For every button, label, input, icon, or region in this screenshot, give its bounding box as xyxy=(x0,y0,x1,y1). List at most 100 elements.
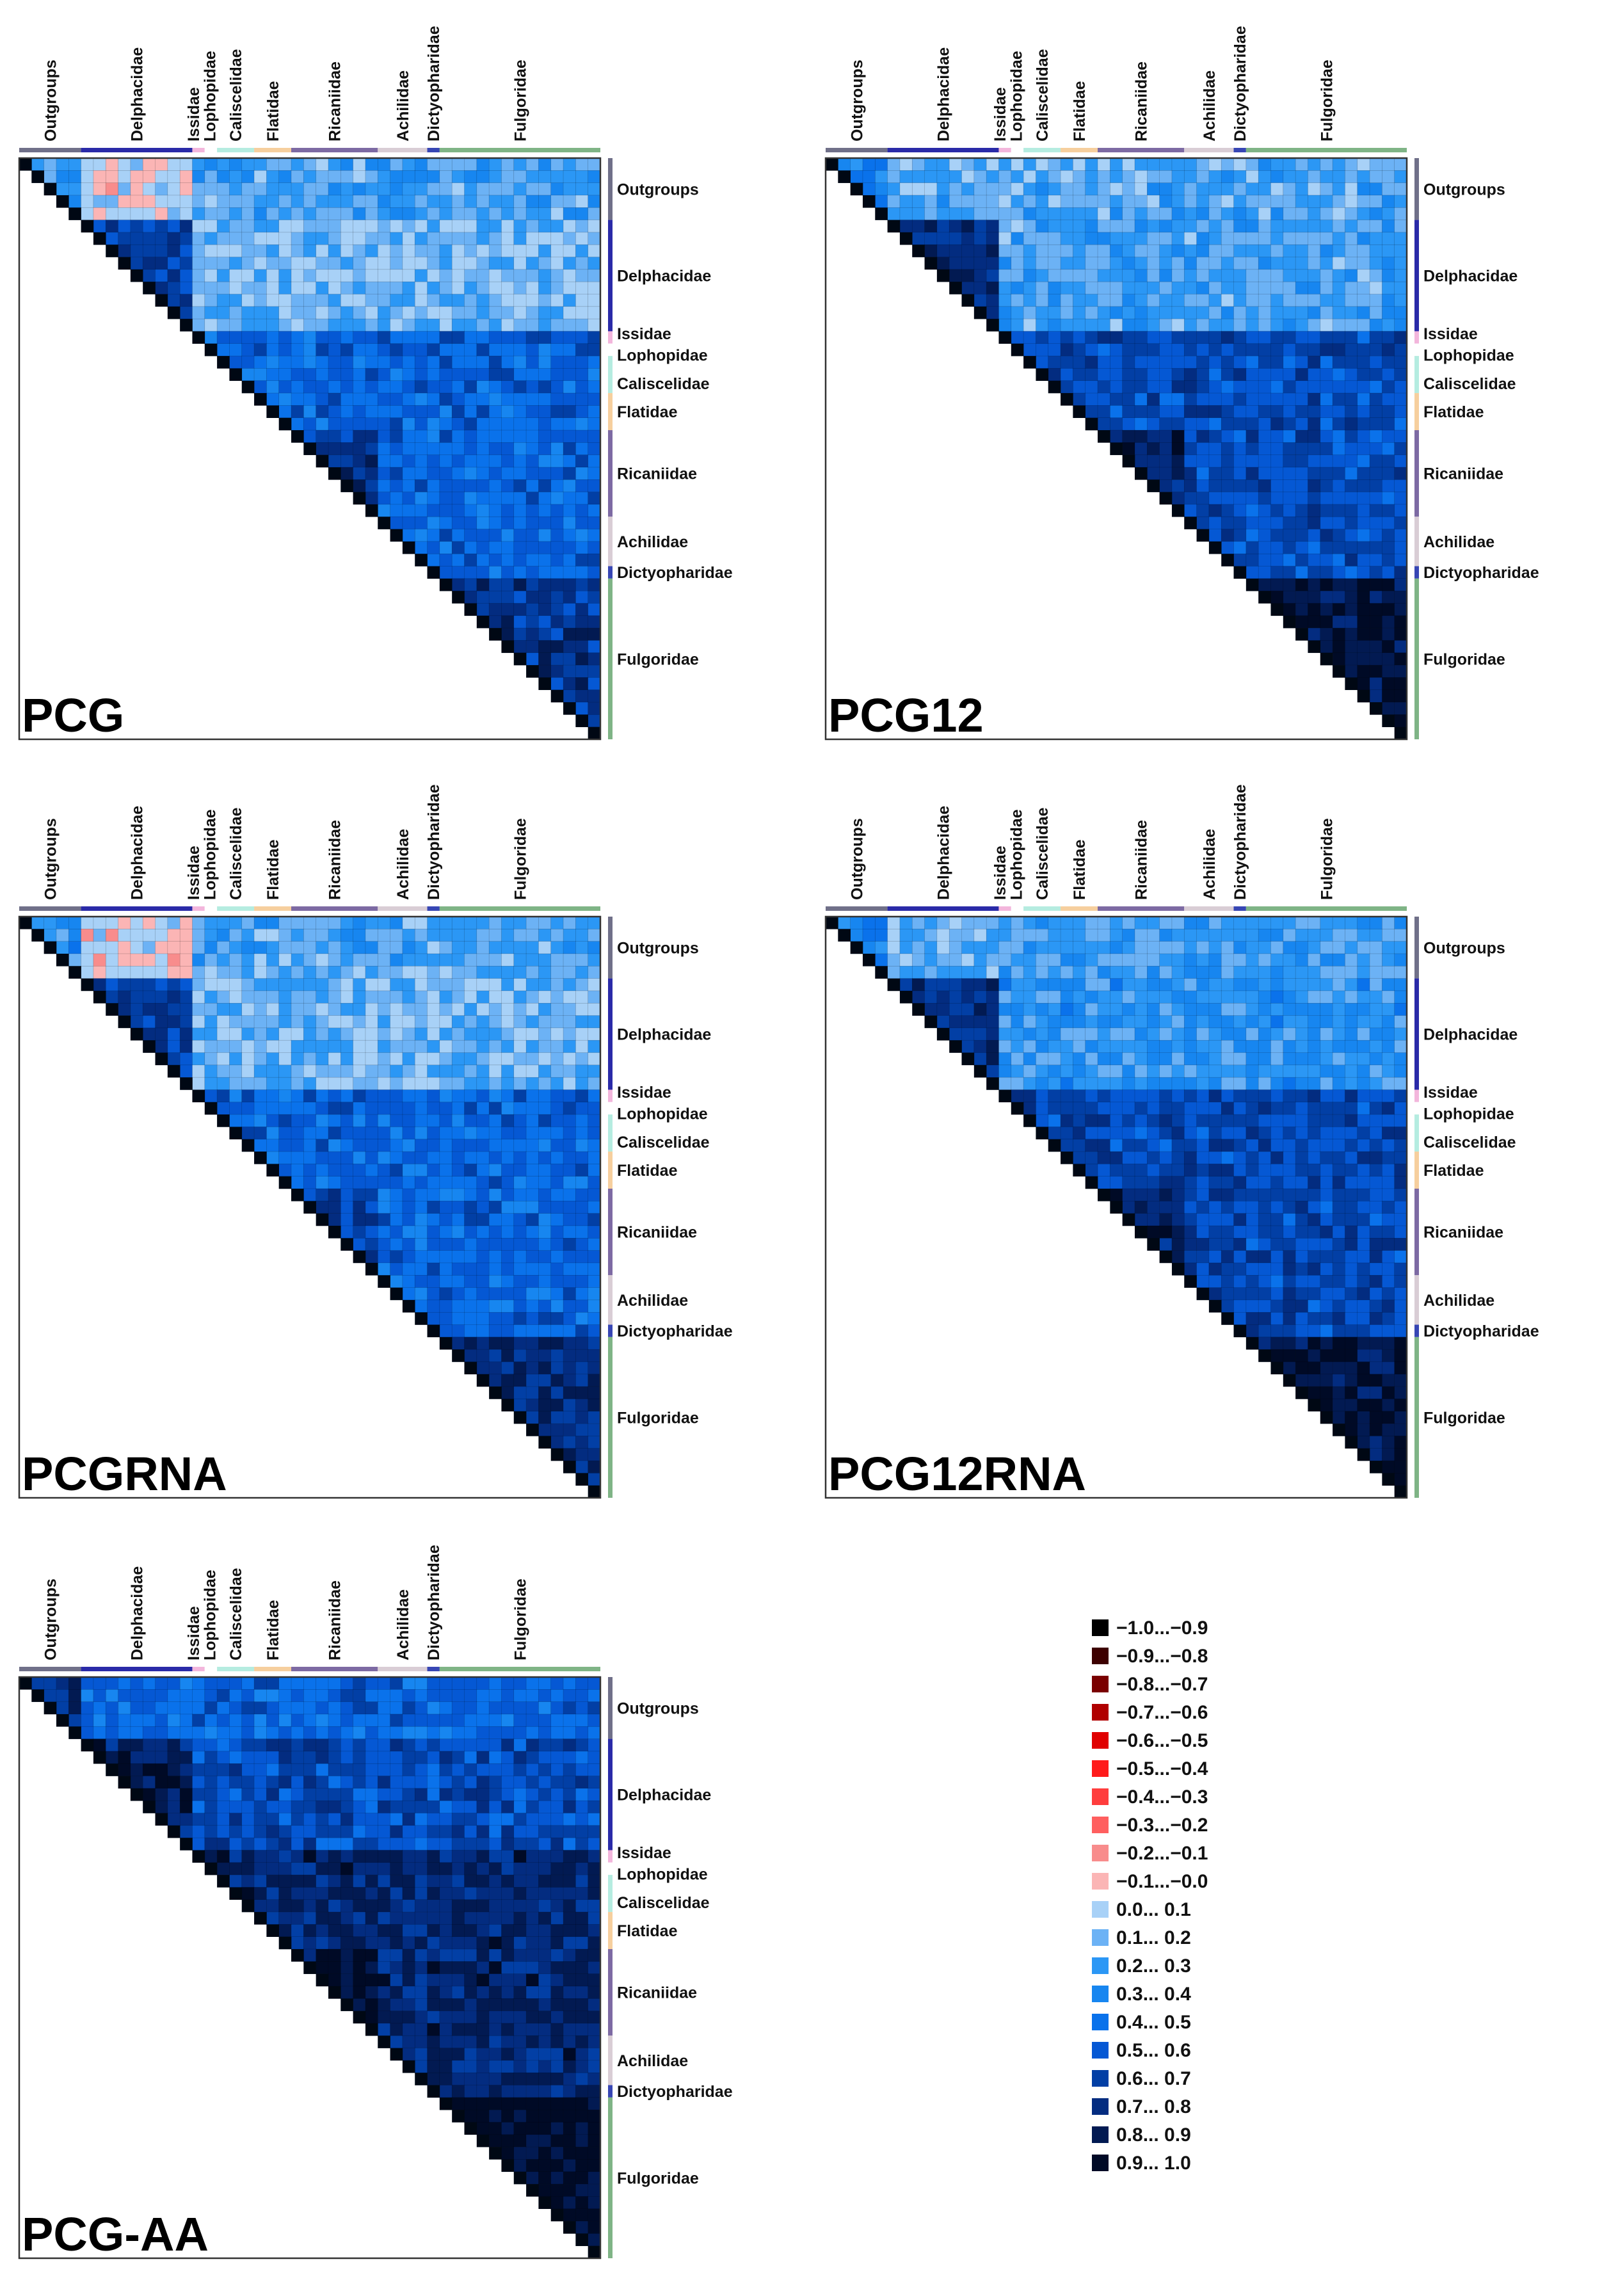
heatmap-cell xyxy=(216,978,230,991)
top-family-label-flatidae: Flatidae xyxy=(1071,81,1089,141)
heatmap-cell xyxy=(588,504,601,517)
right-family-bar-flatidae xyxy=(608,1152,613,1189)
heatmap-cell xyxy=(513,1040,527,1054)
heatmap-cell xyxy=(575,380,589,394)
heatmap-cell xyxy=(1382,553,1395,567)
heatmap-cell xyxy=(278,1676,292,1690)
heatmap-cell xyxy=(130,990,143,1004)
heatmap-cell xyxy=(278,1040,292,1054)
heatmap-cell xyxy=(253,318,267,332)
heatmap-cell xyxy=(1308,990,1321,1004)
heatmap-cell xyxy=(253,1089,267,1103)
heatmap-cell xyxy=(924,157,938,171)
heatmap-cell xyxy=(229,195,243,208)
heatmap-cell xyxy=(887,916,901,929)
heatmap-cell xyxy=(973,170,987,184)
heatmap-cell xyxy=(1308,615,1321,629)
heatmap-cell xyxy=(1011,1064,1024,1078)
heatmap-cell xyxy=(1171,990,1185,1004)
heatmap-cell xyxy=(130,1714,143,1727)
heatmap-cell xyxy=(1221,1299,1235,1313)
heatmap-cell xyxy=(1147,941,1160,954)
heatmap-cell xyxy=(550,941,564,954)
heatmap-cell xyxy=(563,269,576,282)
heatmap-cell xyxy=(1233,195,1247,208)
heatmap-cell xyxy=(155,207,168,221)
right-family-label-delphacidae: Delphacidae xyxy=(1423,1026,1518,1044)
heatmap-cell xyxy=(1270,929,1284,942)
heatmap-cell xyxy=(1183,1040,1197,1054)
heatmap-cell xyxy=(1357,257,1370,270)
heatmap-cell xyxy=(1283,916,1296,929)
heatmap-diagonal-cell xyxy=(476,1374,490,1387)
heatmap-cell xyxy=(353,978,366,991)
heatmap-cell xyxy=(1332,343,1346,357)
heatmap-cell xyxy=(525,1089,540,1103)
heatmap-cell xyxy=(1122,368,1135,381)
heatmap-cell xyxy=(451,516,465,530)
heatmap-cell xyxy=(390,331,403,344)
heatmap-cell xyxy=(451,1238,465,1251)
heatmap-cell xyxy=(427,368,440,381)
heatmap-cell xyxy=(451,182,465,196)
heatmap-cell xyxy=(1147,1176,1160,1189)
heatmap-cell xyxy=(575,1250,589,1264)
heatmap-cell xyxy=(525,1287,540,1301)
heatmap-cell xyxy=(1295,1225,1309,1239)
heatmap-cell xyxy=(1246,553,1259,567)
heatmap-cell xyxy=(377,355,391,369)
heatmap-cell xyxy=(1246,1201,1259,1214)
heatmap-cell xyxy=(179,1689,193,1703)
heatmap-cell xyxy=(513,978,527,991)
heatmap-cell xyxy=(1097,269,1110,282)
right-family-label-issidae: Issidae xyxy=(617,325,671,343)
heatmap-cell xyxy=(1320,331,1333,344)
heatmap-cell xyxy=(427,1102,440,1115)
heatmap-cell xyxy=(130,916,143,929)
heatmap-cell xyxy=(1295,1102,1309,1115)
heatmap-diagonal-cell xyxy=(526,665,539,678)
heatmap-cell xyxy=(961,929,975,942)
heatmap-cell xyxy=(1308,541,1321,554)
heatmap-diagonal-cell xyxy=(340,1238,353,1251)
heatmap-cell xyxy=(353,1089,366,1103)
heatmap-cell xyxy=(1369,603,1382,616)
heatmap-cell xyxy=(1147,220,1160,233)
heatmap-cell xyxy=(1159,232,1173,245)
heatmap-cell xyxy=(575,1386,589,1400)
heatmap-cell xyxy=(1011,1077,1024,1091)
heatmap-cell xyxy=(427,529,440,542)
heatmap-cell xyxy=(316,929,329,942)
heatmap-cell xyxy=(353,318,366,332)
heatmap-cell xyxy=(464,1349,477,1363)
heatmap-cell xyxy=(451,529,465,542)
right-family-bar-caliscelidae xyxy=(1414,356,1419,394)
heatmap-cell xyxy=(1394,978,1407,991)
heatmap-cell xyxy=(1283,331,1296,344)
heatmap-diagonal-cell xyxy=(217,356,230,369)
heatmap-cell xyxy=(377,157,391,171)
heatmap-cell xyxy=(1159,1164,1173,1177)
heatmap-cell xyxy=(1036,170,1049,184)
heatmap-cell xyxy=(525,1262,540,1276)
heatmap-cell xyxy=(377,1139,391,1152)
heatmap-cell xyxy=(1258,1201,1272,1214)
heatmap-cell xyxy=(1159,281,1173,295)
heatmap-cell xyxy=(427,157,440,171)
heatmap-cell xyxy=(1394,941,1407,954)
heatmap-cell xyxy=(550,281,564,295)
heatmap-cell xyxy=(427,182,440,196)
heatmap-cell xyxy=(1085,1164,1098,1177)
heatmap-cell xyxy=(1295,1299,1309,1313)
heatmap-cell xyxy=(377,953,391,967)
heatmap-cell xyxy=(1295,1213,1309,1226)
heatmap-cell xyxy=(427,232,440,245)
heatmap-cell xyxy=(1270,157,1284,171)
heatmap-cell xyxy=(1208,492,1222,505)
heatmap-cell xyxy=(1258,442,1272,456)
right-family-bar-lophopidae xyxy=(608,1102,613,1115)
heatmap-cell xyxy=(1270,244,1284,258)
heatmap-cell xyxy=(986,207,1000,221)
heatmap-cell xyxy=(353,306,366,319)
panel-frame xyxy=(824,915,1408,1499)
